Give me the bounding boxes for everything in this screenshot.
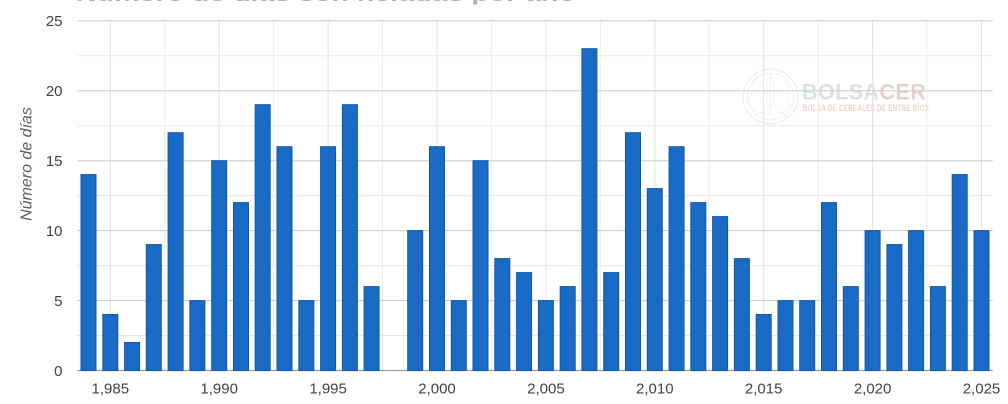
svg-text:5: 5 xyxy=(54,293,62,310)
svg-text:Número de días con heladas por: Número de días con heladas por año xyxy=(76,0,576,5)
svg-text:Número de días: Número de días xyxy=(19,107,36,221)
svg-text:1,995: 1,995 xyxy=(309,381,347,398)
svg-text:2,005: 2,005 xyxy=(527,381,565,398)
svg-text:25: 25 xyxy=(46,13,63,30)
svg-text:10: 10 xyxy=(46,223,63,240)
svg-text:15: 15 xyxy=(46,153,63,170)
svg-text:20: 20 xyxy=(46,83,63,100)
svg-text:2,025: 2,025 xyxy=(963,381,1001,398)
svg-text:1,985: 1,985 xyxy=(92,381,130,398)
svg-text:BOLSA DE CEREALES DE ENTRE RÍO: BOLSA DE CEREALES DE ENTRE RÍOS xyxy=(803,103,929,114)
svg-text:BOLSACER: BOLSACER xyxy=(802,79,926,104)
svg-text:2,020: 2,020 xyxy=(854,381,892,398)
svg-text:2,015: 2,015 xyxy=(745,381,783,398)
svg-text:2,010: 2,010 xyxy=(636,381,674,398)
svg-text:1,990: 1,990 xyxy=(200,381,238,398)
svg-text:2,000: 2,000 xyxy=(418,381,456,398)
svg-text:0: 0 xyxy=(54,363,62,380)
